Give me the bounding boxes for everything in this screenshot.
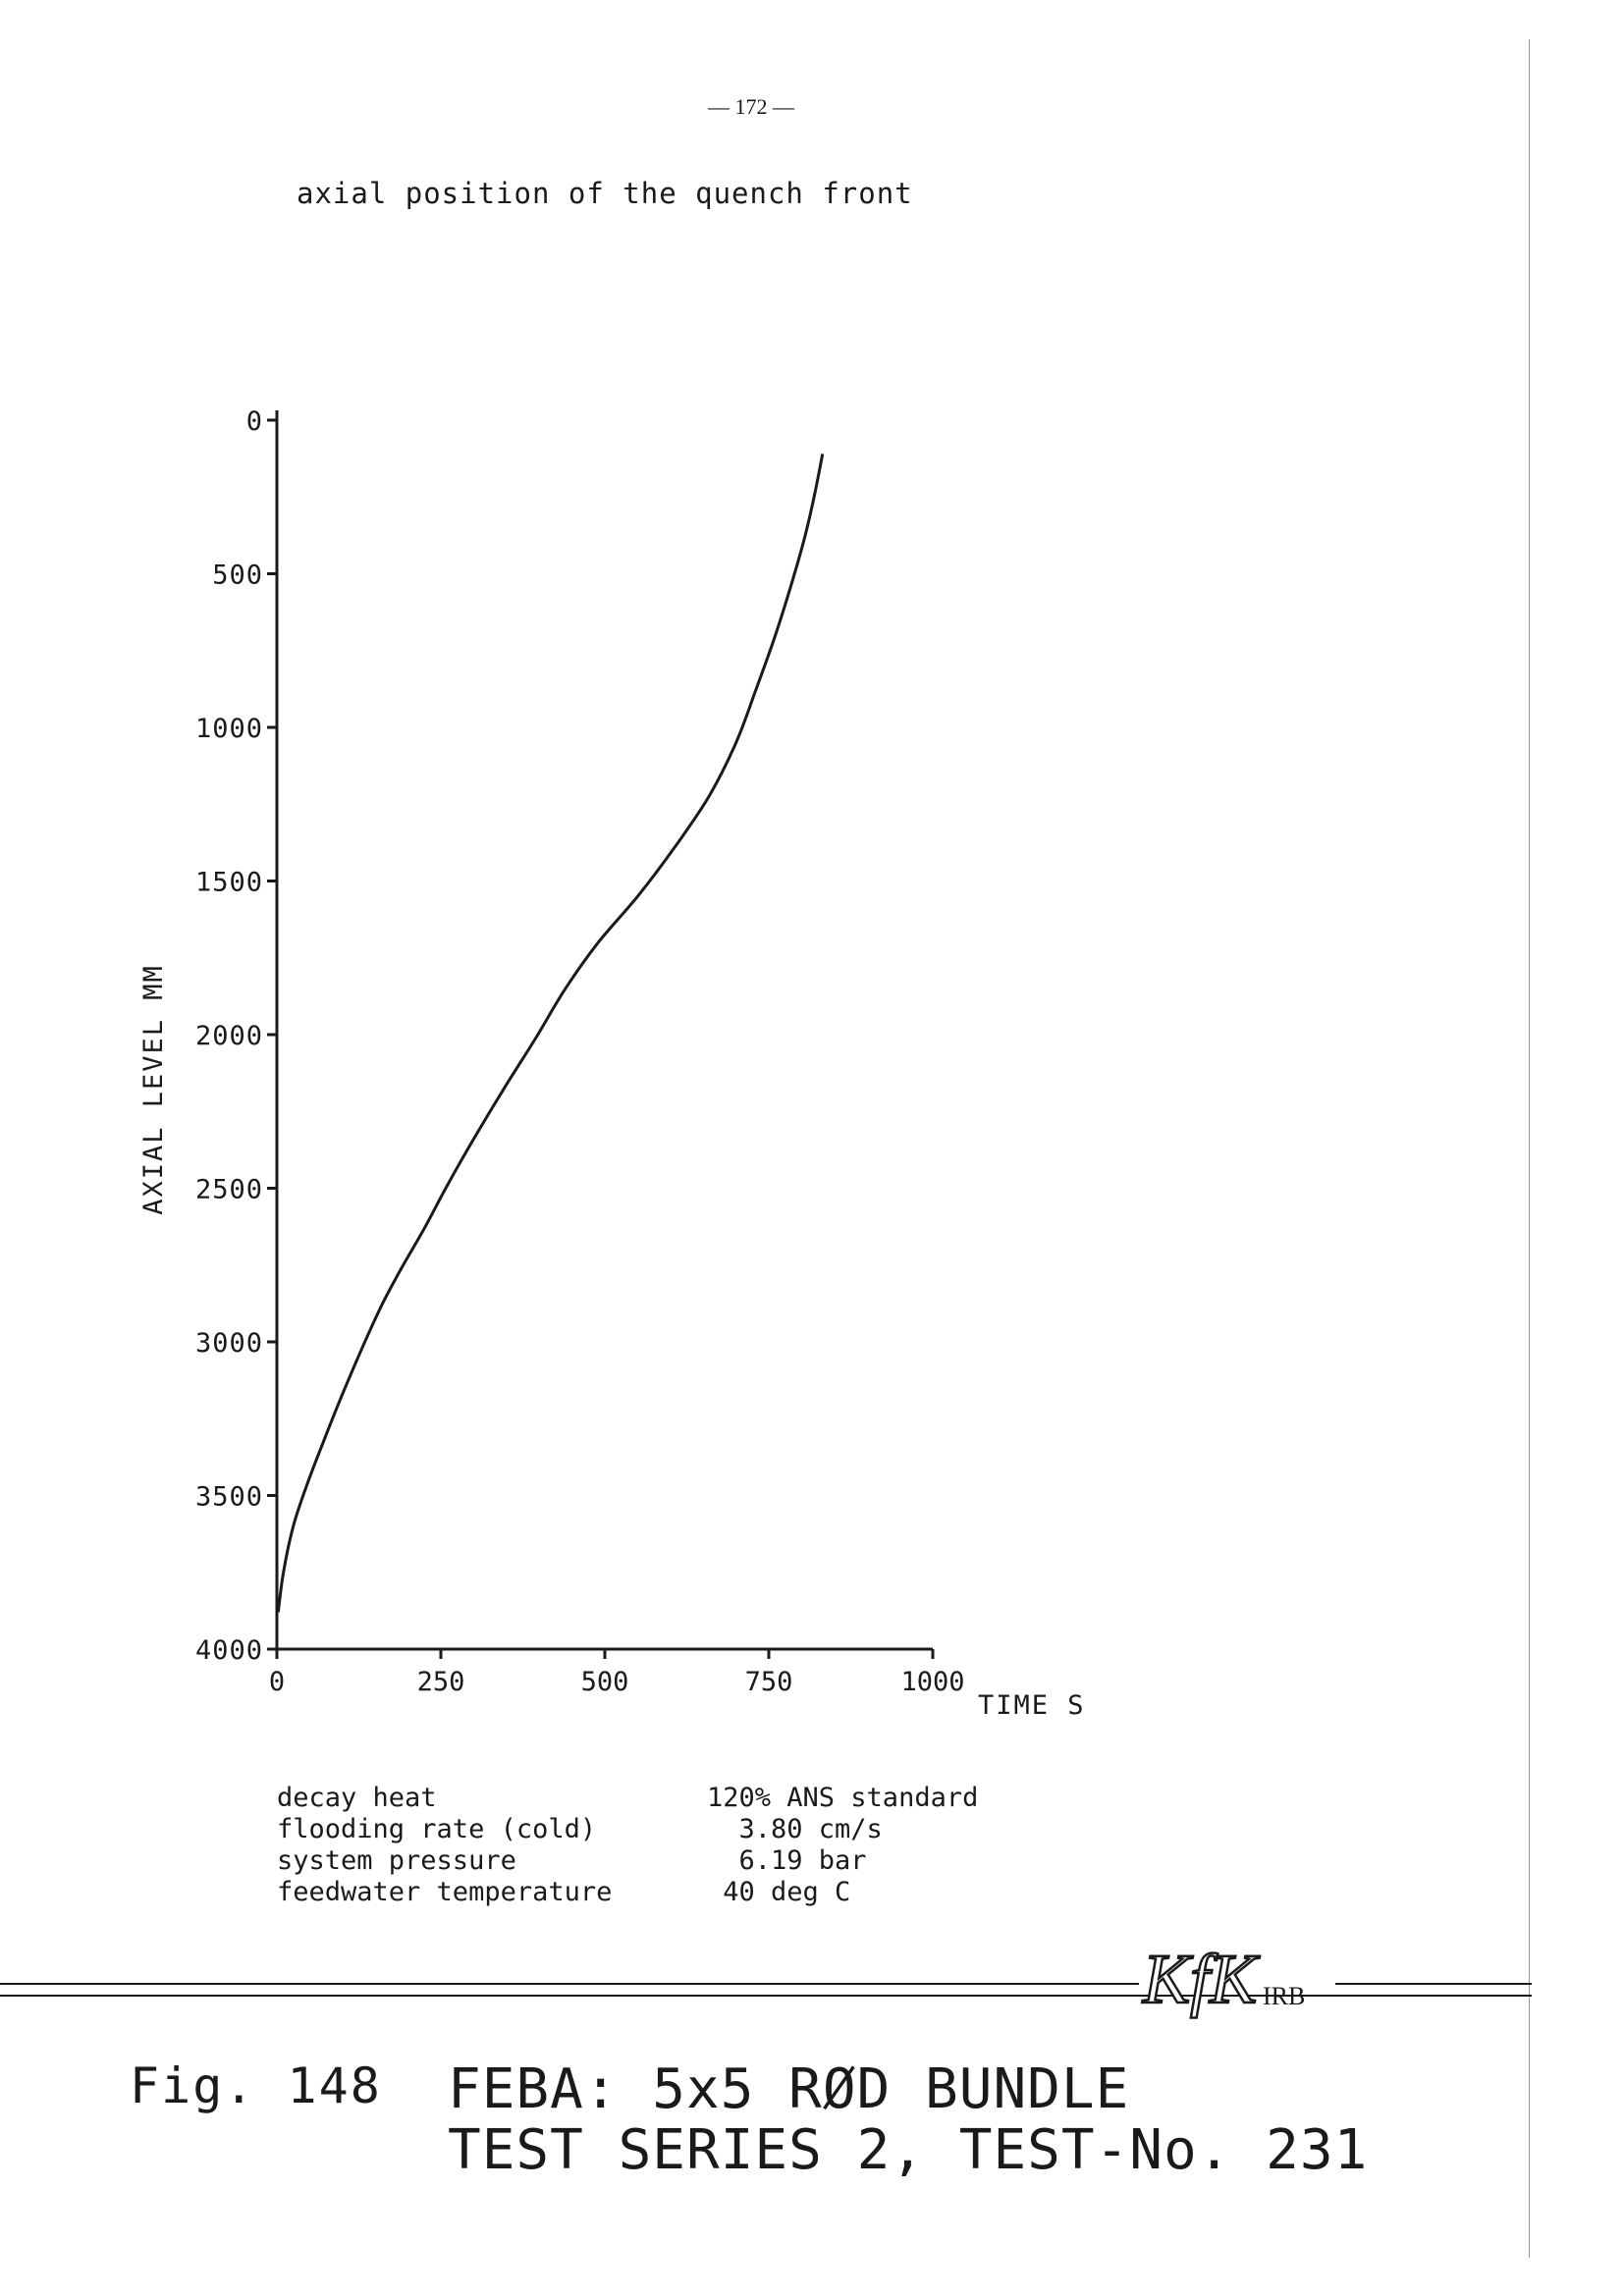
y-tick-label: 3000 — [195, 1328, 263, 1359]
page-number: — 172 — — [708, 94, 794, 119]
y-axis-ticks: 0 500 1000 1500 2000 2500 3000 3500 4000 — [195, 406, 277, 1666]
parameter-label: feedwater temperature — [277, 1877, 613, 1907]
x-tick-label: 250 — [417, 1667, 465, 1697]
series-line — [276, 454, 825, 1613]
parameter-label: system pressure — [277, 1845, 516, 1876]
divider-rule — [0, 1983, 1532, 1985]
figure-subtitle: TEST SERIES 2, TEST-No. 231 — [448, 2118, 1369, 2182]
y-axis-label: AXIAL LEVEL MM — [138, 964, 169, 1215]
x-tick-label: 1000 — [900, 1667, 964, 1697]
chart-axes — [275, 410, 933, 1651]
parameter-value: 3.80 cm/s — [707, 1814, 883, 1844]
x-tick-label: 750 — [745, 1667, 793, 1697]
logo-text: KfK — [1142, 1940, 1261, 2018]
x-axis-ticks: 0 250 500 750 1000 — [269, 1649, 965, 1697]
y-tick-label: 3500 — [195, 1482, 263, 1513]
x-tick-label: 0 — [269, 1667, 285, 1697]
parameter-row: system pressure 6.19 bar — [277, 1845, 978, 1877]
chart-title: axial position of the quench front — [297, 177, 913, 210]
x-axis-label: TIME S — [978, 1690, 1086, 1721]
parameter-value: 120% ANS standard — [707, 1783, 979, 1813]
logo-suffix: IRB — [1263, 1982, 1305, 2010]
scan-margin-line — [1529, 39, 1530, 2258]
parameter-row: feedwater temperature 40 deg C — [277, 1877, 978, 1908]
y-tick-label: 2000 — [195, 1021, 263, 1051]
x-tick-label: 500 — [581, 1667, 629, 1697]
y-tick-label: 0 — [246, 406, 263, 437]
parameter-label: flooding rate (cold) — [277, 1814, 597, 1844]
y-tick-label: 1500 — [195, 868, 263, 898]
divider-rule — [0, 1995, 1532, 1997]
kfk-logo: KfK IRB — [1139, 1939, 1335, 2019]
y-tick-label: 2500 — [195, 1175, 263, 1205]
parameter-row: decay heat 120% ANS standard — [277, 1783, 978, 1814]
parameter-value: 6.19 bar — [707, 1845, 867, 1876]
parameter-value: 40 deg C — [707, 1877, 851, 1907]
parameter-row: flooding rate (cold) 3.80 cm/s — [277, 1814, 978, 1845]
figure-title: FEBA: 5x5 RØD BUNDLE — [448, 2057, 1130, 2121]
figure-label: Fig. 148 — [130, 2057, 382, 2114]
y-tick-label: 500 — [212, 561, 263, 591]
y-tick-label: 4000 — [195, 1635, 263, 1666]
test-parameters: decay heat 120% ANS standard flooding ra… — [277, 1783, 978, 1908]
parameter-label: decay heat — [277, 1783, 437, 1813]
line-chart: 0 500 1000 1500 2000 2500 3000 3500 4000 0 250 500… — [138, 406, 1086, 1721]
y-tick-label: 1000 — [195, 714, 263, 744]
